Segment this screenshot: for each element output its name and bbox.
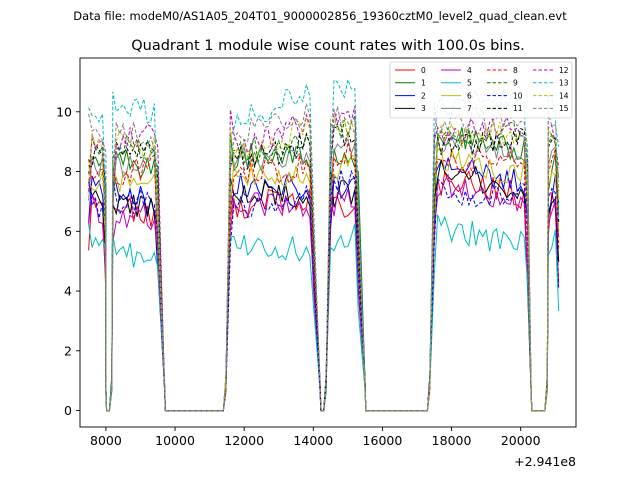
legend-label-10: 10 — [513, 91, 523, 100]
x-tick-label: 12000 — [224, 433, 264, 448]
y-tick-label: 0 — [64, 403, 72, 418]
legend-label-5: 5 — [467, 79, 472, 88]
legend-label-15: 15 — [559, 104, 569, 113]
legend-label-14: 14 — [559, 91, 569, 100]
legend-label-8: 8 — [513, 66, 518, 75]
y-axis: 0 2 4 6 8 10 — [56, 104, 80, 418]
series-line-14 — [88, 113, 560, 412]
series-layer — [88, 77, 560, 412]
legend-label-11: 11 — [513, 104, 523, 113]
y-tick-label: 4 — [64, 284, 72, 299]
legend-label-9: 9 — [513, 79, 518, 88]
x-axis: 8000 10000 12000 14000 16000 18000 20000 — [90, 427, 541, 448]
y-tick-label: 2 — [64, 343, 72, 358]
chart-title: Quadrant 1 module wise count rates with … — [131, 38, 525, 54]
x-tick-label: 20000 — [501, 433, 541, 448]
x-tick-label: 18000 — [432, 433, 472, 448]
legend-label-1: 1 — [421, 79, 426, 88]
x-offset-label: +2.941e8 — [514, 454, 576, 469]
x-tick-label: 10000 — [155, 433, 195, 448]
series-line-15 — [88, 102, 560, 412]
legend-label-7: 7 — [467, 104, 472, 113]
series-line-11 — [88, 123, 560, 412]
legend-label-13: 13 — [559, 79, 569, 88]
legend-label-4: 4 — [467, 66, 472, 75]
legend-label-3: 3 — [421, 104, 426, 113]
legend-box — [389, 61, 573, 119]
axes-frame — [79, 57, 577, 428]
y-tick-label: 8 — [64, 164, 72, 179]
series-line-10 — [88, 169, 560, 412]
x-tick-label: 8000 — [90, 433, 122, 448]
series-line-5 — [88, 214, 560, 412]
y-tick-label: 10 — [56, 104, 72, 119]
x-tick-label: 14000 — [293, 433, 333, 448]
x-tick-label: 16000 — [363, 433, 403, 448]
legend-label-0: 0 — [421, 66, 426, 75]
legend-label-6: 6 — [467, 91, 472, 100]
legend-label-12: 12 — [559, 66, 569, 75]
legend-label-2: 2 — [421, 91, 426, 100]
data-file-label: Data file: modeM0/AS1A05_204T01_90000028… — [73, 9, 567, 23]
y-tick-label: 6 — [64, 224, 72, 239]
